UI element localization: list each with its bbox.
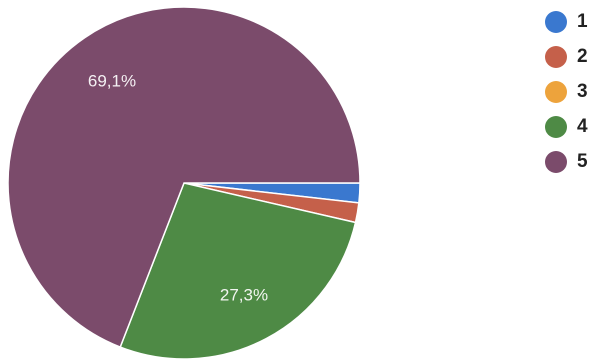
- legend-item-3: 3: [545, 81, 588, 103]
- legend-item-2: 2: [545, 46, 588, 68]
- pie-slice-4: [119, 182, 357, 360]
- pie-slices: [7, 6, 361, 360]
- legend-item-1: 1: [545, 11, 588, 33]
- legend-label-1: 1: [577, 11, 588, 32]
- legend-label-5: 5: [577, 151, 588, 172]
- legend-item-5: 5: [545, 151, 588, 173]
- pie-slice-5: [7, 6, 361, 349]
- legend: 1 2 3 4 5: [545, 11, 588, 173]
- legend-label-4: 4: [577, 116, 588, 137]
- legend-swatch-5: [545, 151, 567, 173]
- legend-swatch-3: [545, 81, 567, 103]
- pie-slice-labels: 27,3% 69,1%: [88, 71, 268, 304]
- legend-swatch-1: [545, 11, 567, 33]
- slice-label-5: 69,1%: [88, 71, 136, 90]
- legend-label-3: 3: [577, 81, 588, 102]
- slice-label-4: 27,3%: [220, 285, 268, 304]
- legend-label-2: 2: [577, 46, 588, 67]
- legend-swatch-2: [545, 46, 567, 68]
- legend-item-4: 4: [545, 116, 588, 138]
- legend-swatch-4: [545, 116, 567, 138]
